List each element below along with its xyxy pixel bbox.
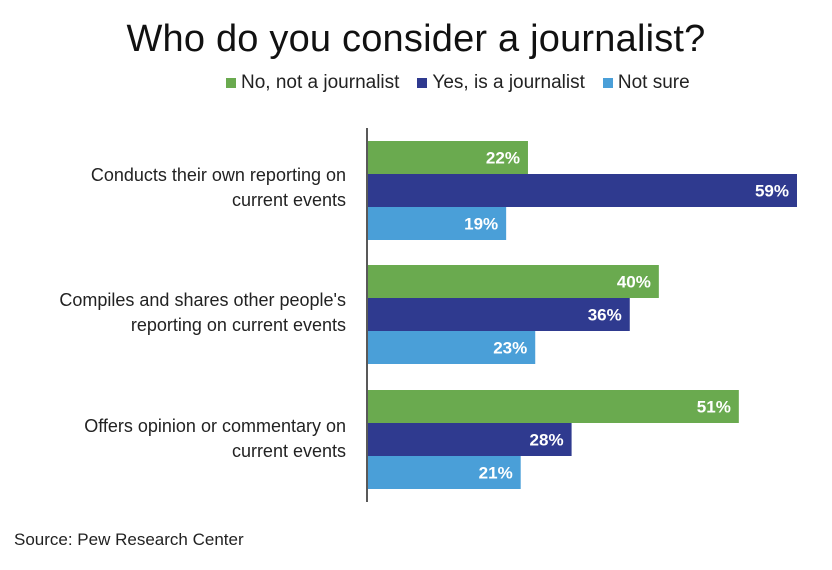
bar-no-1 — [368, 141, 528, 174]
data-label-yes-2: 36% — [588, 306, 622, 325]
category-label-opinion: Offers opinion or commentary on current … — [16, 414, 346, 464]
category-label-line: current events — [231, 441, 346, 461]
category-label-line: current events — [231, 190, 346, 210]
legend-item-no: No, not a journalist — [226, 72, 399, 94]
category-label-line: Conducts their own reporting on — [90, 165, 346, 185]
legend-item-not-sure: Not sure — [602, 72, 690, 94]
legend-swatch-yes — [417, 78, 428, 88]
data-label-no-1: 22% — [486, 149, 520, 168]
legend-swatch-no — [226, 78, 236, 88]
legend-swatch-not-sure — [602, 78, 613, 88]
data-label-no-2: 40% — [617, 273, 651, 292]
legend: No, not a journalist Yes, is a journalis… — [226, 72, 708, 94]
bar-yes-2 — [368, 298, 630, 331]
data-label-not-sure-3: 21% — [479, 464, 513, 483]
bar-not-sure-2 — [368, 331, 536, 364]
category-label-line: reporting on current events — [130, 315, 346, 335]
bar-no-2 — [368, 265, 659, 298]
source-note: Source: Pew Research Center — [14, 530, 244, 549]
data-label-no-3: 51% — [697, 398, 731, 417]
bar-not-sure-1 — [368, 207, 507, 240]
bar-yes-3 — [368, 423, 572, 456]
legend-label-no: No, not a journalist — [241, 72, 400, 93]
bar-no-3 — [368, 390, 739, 423]
category-label-line: Offers opinion or commentary on — [84, 416, 346, 436]
legend-label-not-sure: Not sure — [617, 72, 690, 93]
data-label-not-sure-1: 19% — [464, 215, 498, 234]
legend-item-yes: Yes, is a journalist — [417, 72, 585, 94]
data-label-yes-1: 59% — [755, 182, 789, 201]
category-label-reporting: Conducts their own reporting on current … — [16, 163, 346, 213]
chart-title: Who do you consider a journalist? — [126, 18, 706, 60]
bar-not-sure-3 — [368, 456, 521, 489]
category-label-compiles: Compiles and shares other people's repor… — [16, 288, 346, 338]
legend-label-yes: Yes, is a journalist — [432, 72, 585, 93]
bar-yes-1 — [368, 174, 797, 207]
data-label-not-sure-2: 23% — [493, 339, 527, 358]
data-label-yes-3: 28% — [530, 431, 564, 450]
category-label-line: Compiles and shares other people's — [59, 290, 346, 310]
